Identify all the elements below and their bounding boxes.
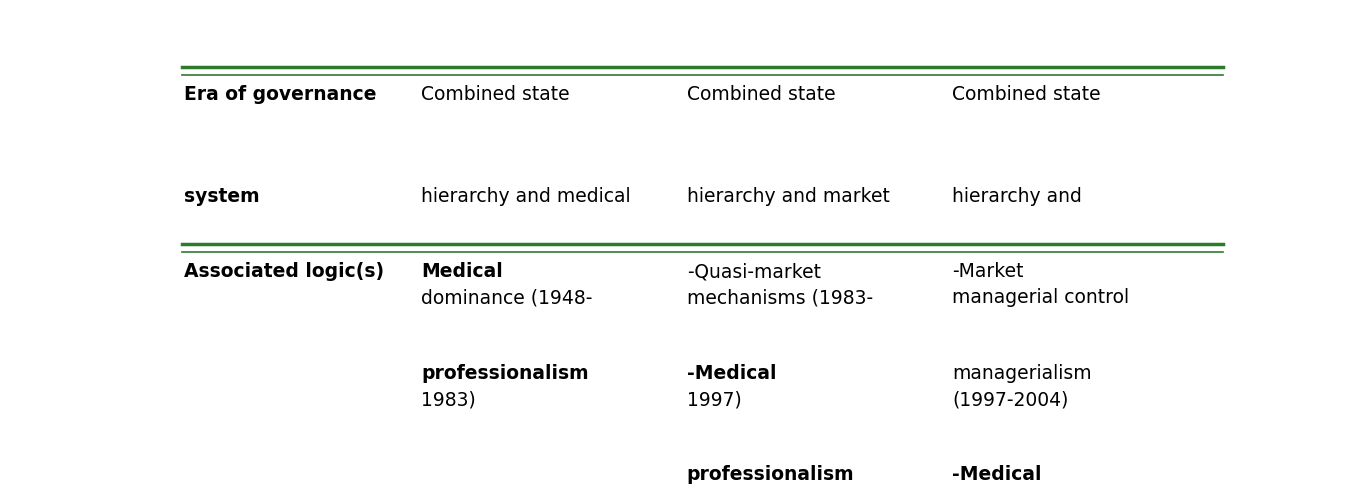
Text: system: system [184,186,259,205]
Text: -Quasi-market: -Quasi-market [687,262,821,281]
Text: professionalism: professionalism [421,363,588,382]
Text: professionalism: professionalism [687,465,854,483]
Text: Combined state: Combined state [421,85,570,104]
Text: hierarchy and market: hierarchy and market [687,186,890,205]
Text: managerial co​ntrol: managerial co​ntrol [953,288,1130,307]
Text: -Medical: -Medical [953,465,1042,483]
Text: -Medical: -Medical [687,363,776,382]
Text: Combined state: Combined state [687,85,835,104]
Text: hierarchy and: hierarchy and [953,186,1082,205]
Text: 1983): 1983) [421,389,476,408]
Text: Associated logic(s): Associated logic(s) [184,262,384,281]
Text: 1997): 1997) [687,389,742,408]
Text: Combined state: Combined state [953,85,1101,104]
Text: Medical: Medical [421,262,503,281]
Text: (1997-2004): (1997-2004) [953,389,1069,408]
Text: mechanisms (1983-: mechanisms (1983- [687,288,873,307]
Text: hierarchy and medical: hierarchy and medical [421,186,631,205]
Text: Era of governance: Era of governance [184,85,377,104]
Text: dominance (1948-: dominance (1948- [421,288,592,307]
Text: managerialism: managerialism [953,363,1091,382]
Text: -Market: -Market [953,262,1024,281]
